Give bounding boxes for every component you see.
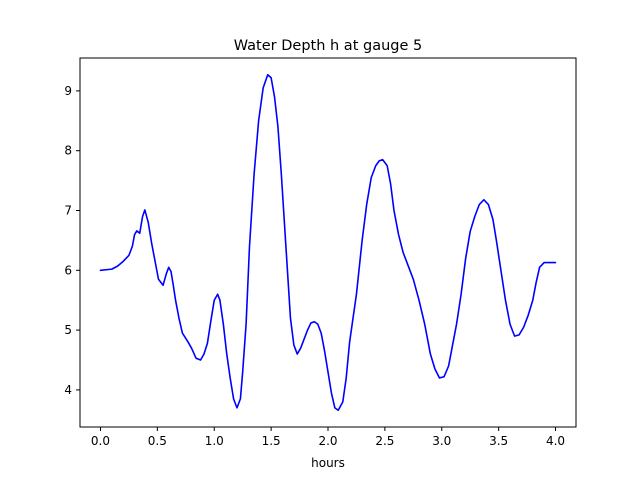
y-tick-label: 7 [64,204,72,218]
y-tick-label: 6 [64,263,72,277]
x-tick-label: 1.5 [262,434,281,448]
x-axis-ticks: 0.0 0.5 1.0 1.5 2.0 2.5 3.0 3.5 4.0 [91,427,565,448]
y-tick-label: 5 [64,323,72,337]
x-tick-label: 0.0 [91,434,110,448]
x-tick-label: 3.5 [489,434,508,448]
x-axis-label: hours [311,456,345,470]
y-tick-label: 4 [64,383,72,397]
x-tick-label: 1.0 [205,434,224,448]
x-tick-label: 2.5 [375,434,394,448]
x-tick-label: 4.0 [546,434,565,448]
plot-area [80,58,576,427]
series-layer [99,73,557,412]
y-axis-ticks: 4 5 6 7 8 9 [64,84,80,397]
series-line-0 [99,73,557,412]
x-tick-label: 0.5 [148,434,167,448]
y-tick-label: 9 [64,84,72,98]
y-tick-label: 8 [64,144,72,158]
x-tick-label: 2.0 [318,434,337,448]
chart-title: Water Depth h at gauge 5 [234,38,422,54]
x-tick-label: 3.0 [432,434,451,448]
